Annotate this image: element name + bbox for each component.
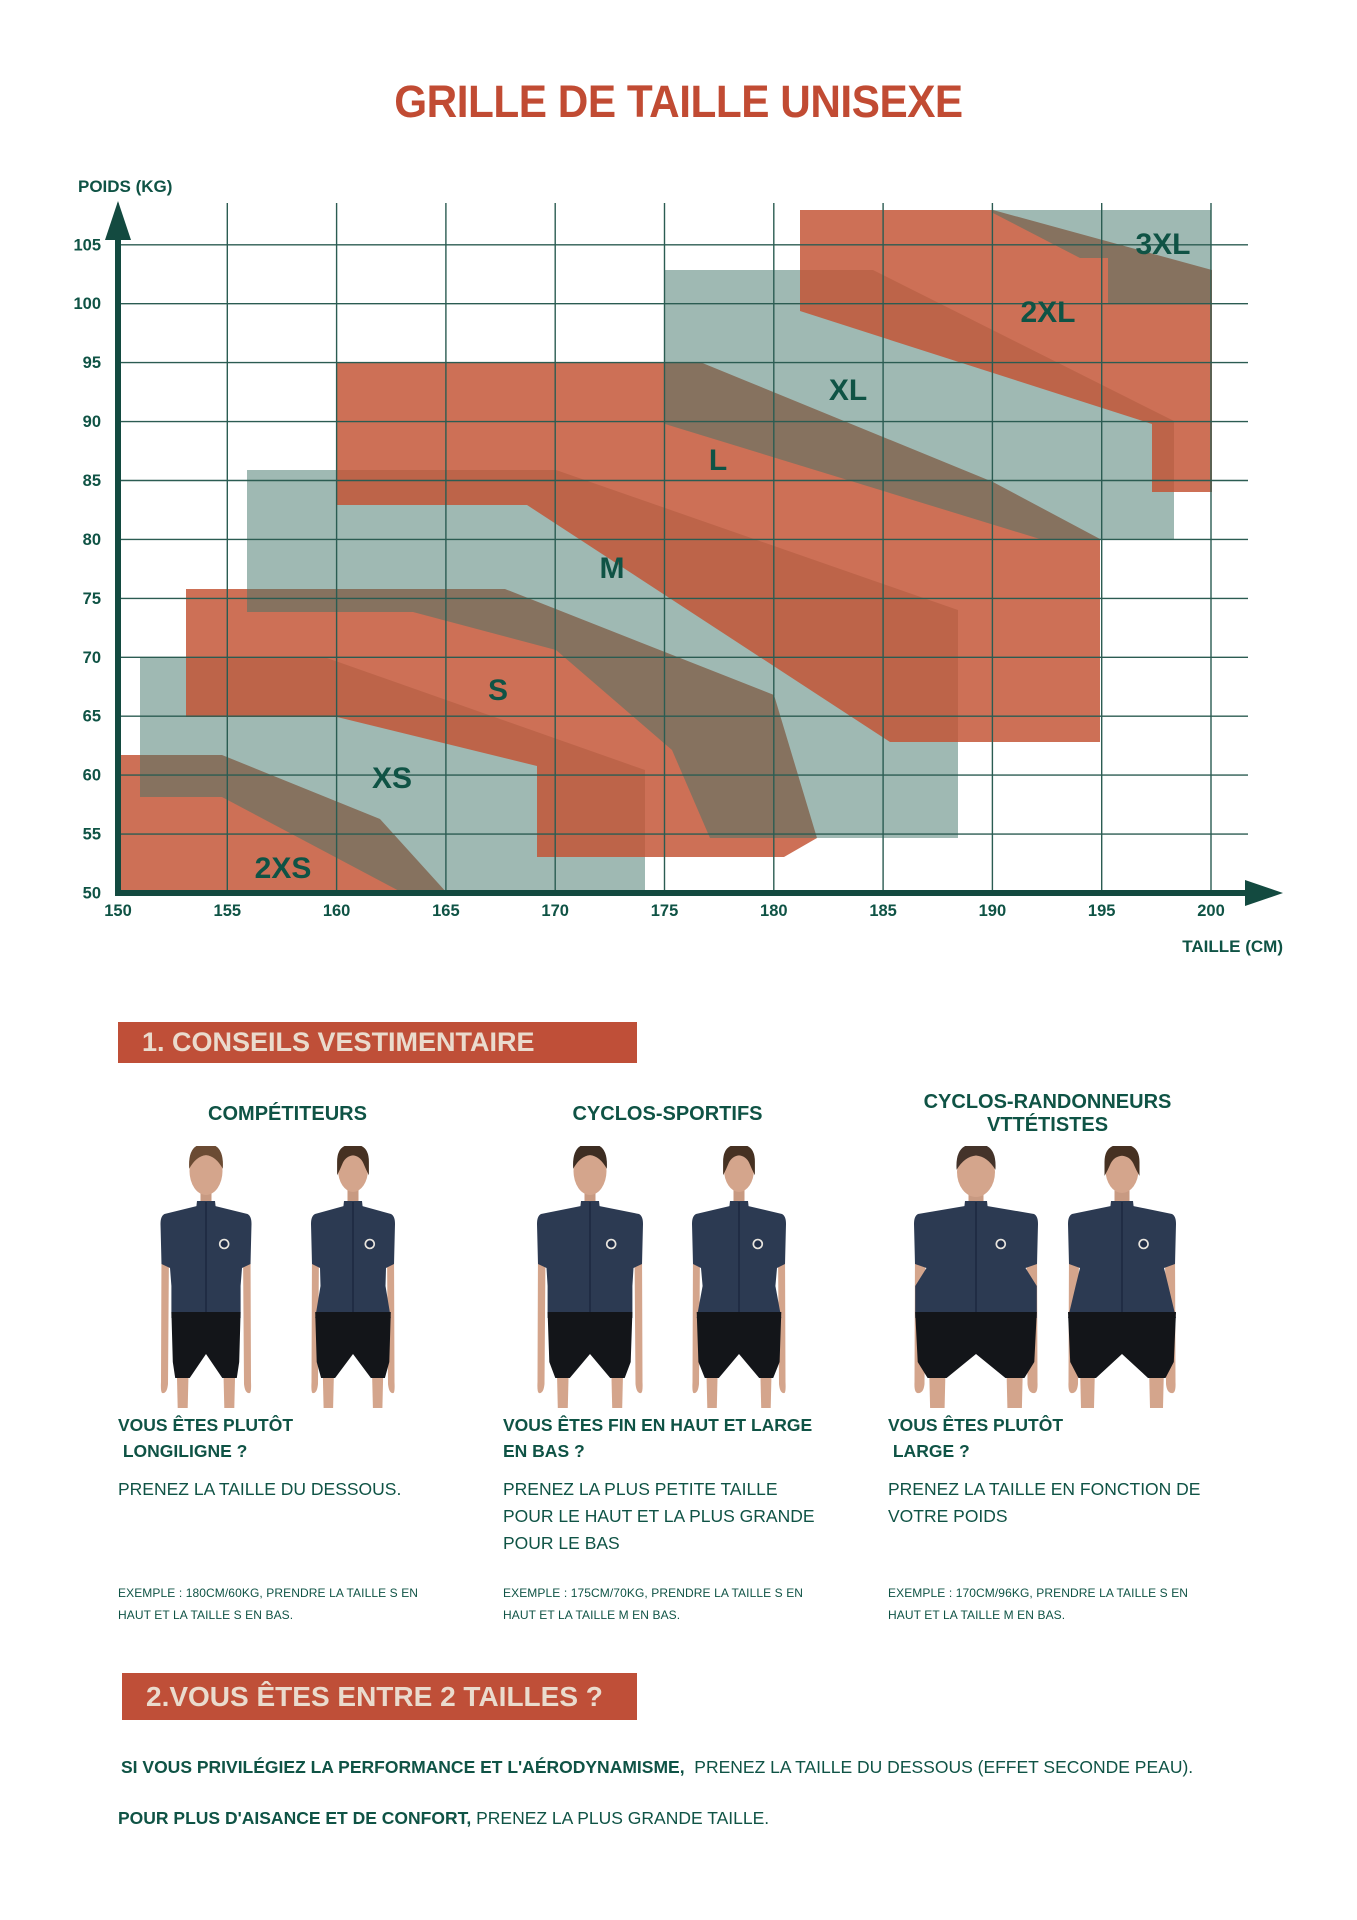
svg-text:XL: XL	[829, 374, 867, 407]
svg-text:POIDS (KG): POIDS (KG)	[78, 177, 172, 196]
svg-text:105: 105	[73, 236, 101, 254]
svg-text:190: 190	[979, 902, 1007, 920]
svg-text:155: 155	[214, 902, 242, 920]
svg-text:TAILLE (CM): TAILLE (CM)	[1182, 937, 1283, 956]
svg-text:65: 65	[83, 708, 101, 726]
svg-text:S: S	[488, 674, 508, 707]
svg-text:75: 75	[83, 590, 101, 608]
svg-text:100: 100	[73, 295, 101, 313]
svg-text:185: 185	[869, 902, 897, 920]
svg-text:175: 175	[651, 902, 679, 920]
svg-text:160: 160	[323, 902, 351, 920]
svg-text:180: 180	[760, 902, 788, 920]
svg-text:3XL: 3XL	[1135, 228, 1190, 261]
svg-text:80: 80	[83, 531, 101, 549]
svg-text:L: L	[709, 444, 727, 477]
svg-text:90: 90	[83, 413, 101, 431]
svg-text:70: 70	[83, 649, 101, 667]
svg-text:195: 195	[1088, 902, 1116, 920]
svg-text:200: 200	[1197, 902, 1225, 920]
svg-text:95: 95	[83, 354, 101, 372]
svg-text:2XS: 2XS	[255, 852, 312, 885]
svg-text:XS: XS	[372, 762, 412, 795]
svg-text:85: 85	[83, 472, 101, 490]
svg-text:170: 170	[541, 902, 569, 920]
svg-text:55: 55	[83, 826, 101, 844]
svg-text:165: 165	[432, 902, 460, 920]
svg-text:60: 60	[83, 767, 101, 785]
svg-text:2XL: 2XL	[1020, 296, 1075, 329]
svg-text:M: M	[600, 552, 625, 585]
svg-text:50: 50	[83, 885, 101, 903]
svg-text:150: 150	[104, 902, 132, 920]
